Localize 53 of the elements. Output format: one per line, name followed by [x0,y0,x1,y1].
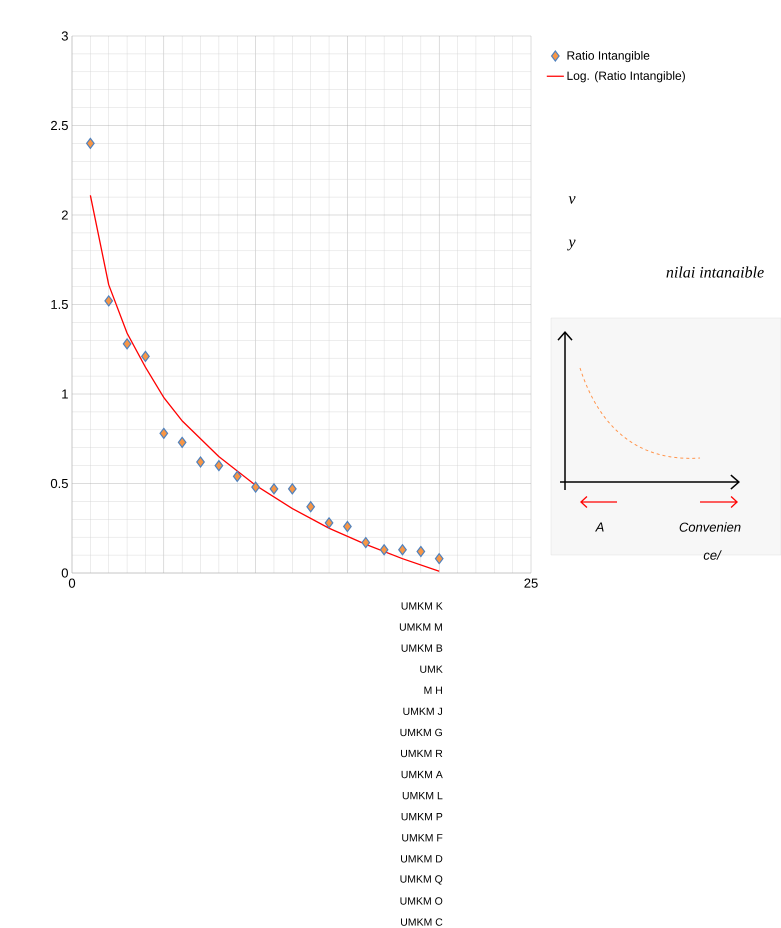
y-tick-label: 3 [62,31,68,41]
x-tick-label: 25 [524,578,538,588]
text: y [567,240,576,250]
point [416,546,426,558]
text: UMKM B [402,644,442,652]
point [159,428,168,439]
point [380,544,388,556]
point [398,544,407,556]
point [122,338,132,350]
text: v [568,196,576,204]
line-series [90,194,440,572]
text: nilai intanaible [666,266,764,278]
point [270,483,278,494]
legend-label: Ratio Intangible [568,50,650,62]
text: UMKM R [401,750,442,758]
text: UMKM D [401,855,442,863]
point [232,470,242,482]
text: UMKM A [402,770,443,778]
legend-label: Log. (Ratio Intangible) [568,71,685,82]
text: UMKM Q [400,875,442,885]
y-tick-label: 0.5 [50,478,68,488]
text: UMKM J [403,708,442,716]
point [141,350,150,362]
text: A [595,522,604,532]
point [178,436,187,448]
y-tick-label: 1 [62,390,68,398]
point [251,481,260,493]
y-tick-label: 2 [62,210,68,220]
point [434,553,444,564]
text: ce/ [704,550,722,560]
text: UMKM P [402,813,442,820]
text: UMKM K [402,602,443,610]
point [104,295,114,307]
text: UMK [420,666,443,673]
text: UMKM L [402,792,442,800]
y-tick-label: 2.5 [51,120,68,130]
point [86,138,95,149]
y-tick-label: 0 [62,568,68,578]
text: UMKM C [401,918,442,926]
point [343,520,352,532]
point [361,536,370,548]
point [214,460,224,472]
text: Convenien [680,522,740,532]
text: UMKM F [402,834,442,842]
point [196,456,205,468]
point [324,517,334,528]
text: UMKM G [400,728,442,736]
text: M H [424,686,442,694]
y-tick-label: 1.5 [51,300,68,310]
text: UMKM M [400,623,442,631]
point [306,501,316,512]
point [288,483,297,494]
text: UMKM O [400,897,442,905]
